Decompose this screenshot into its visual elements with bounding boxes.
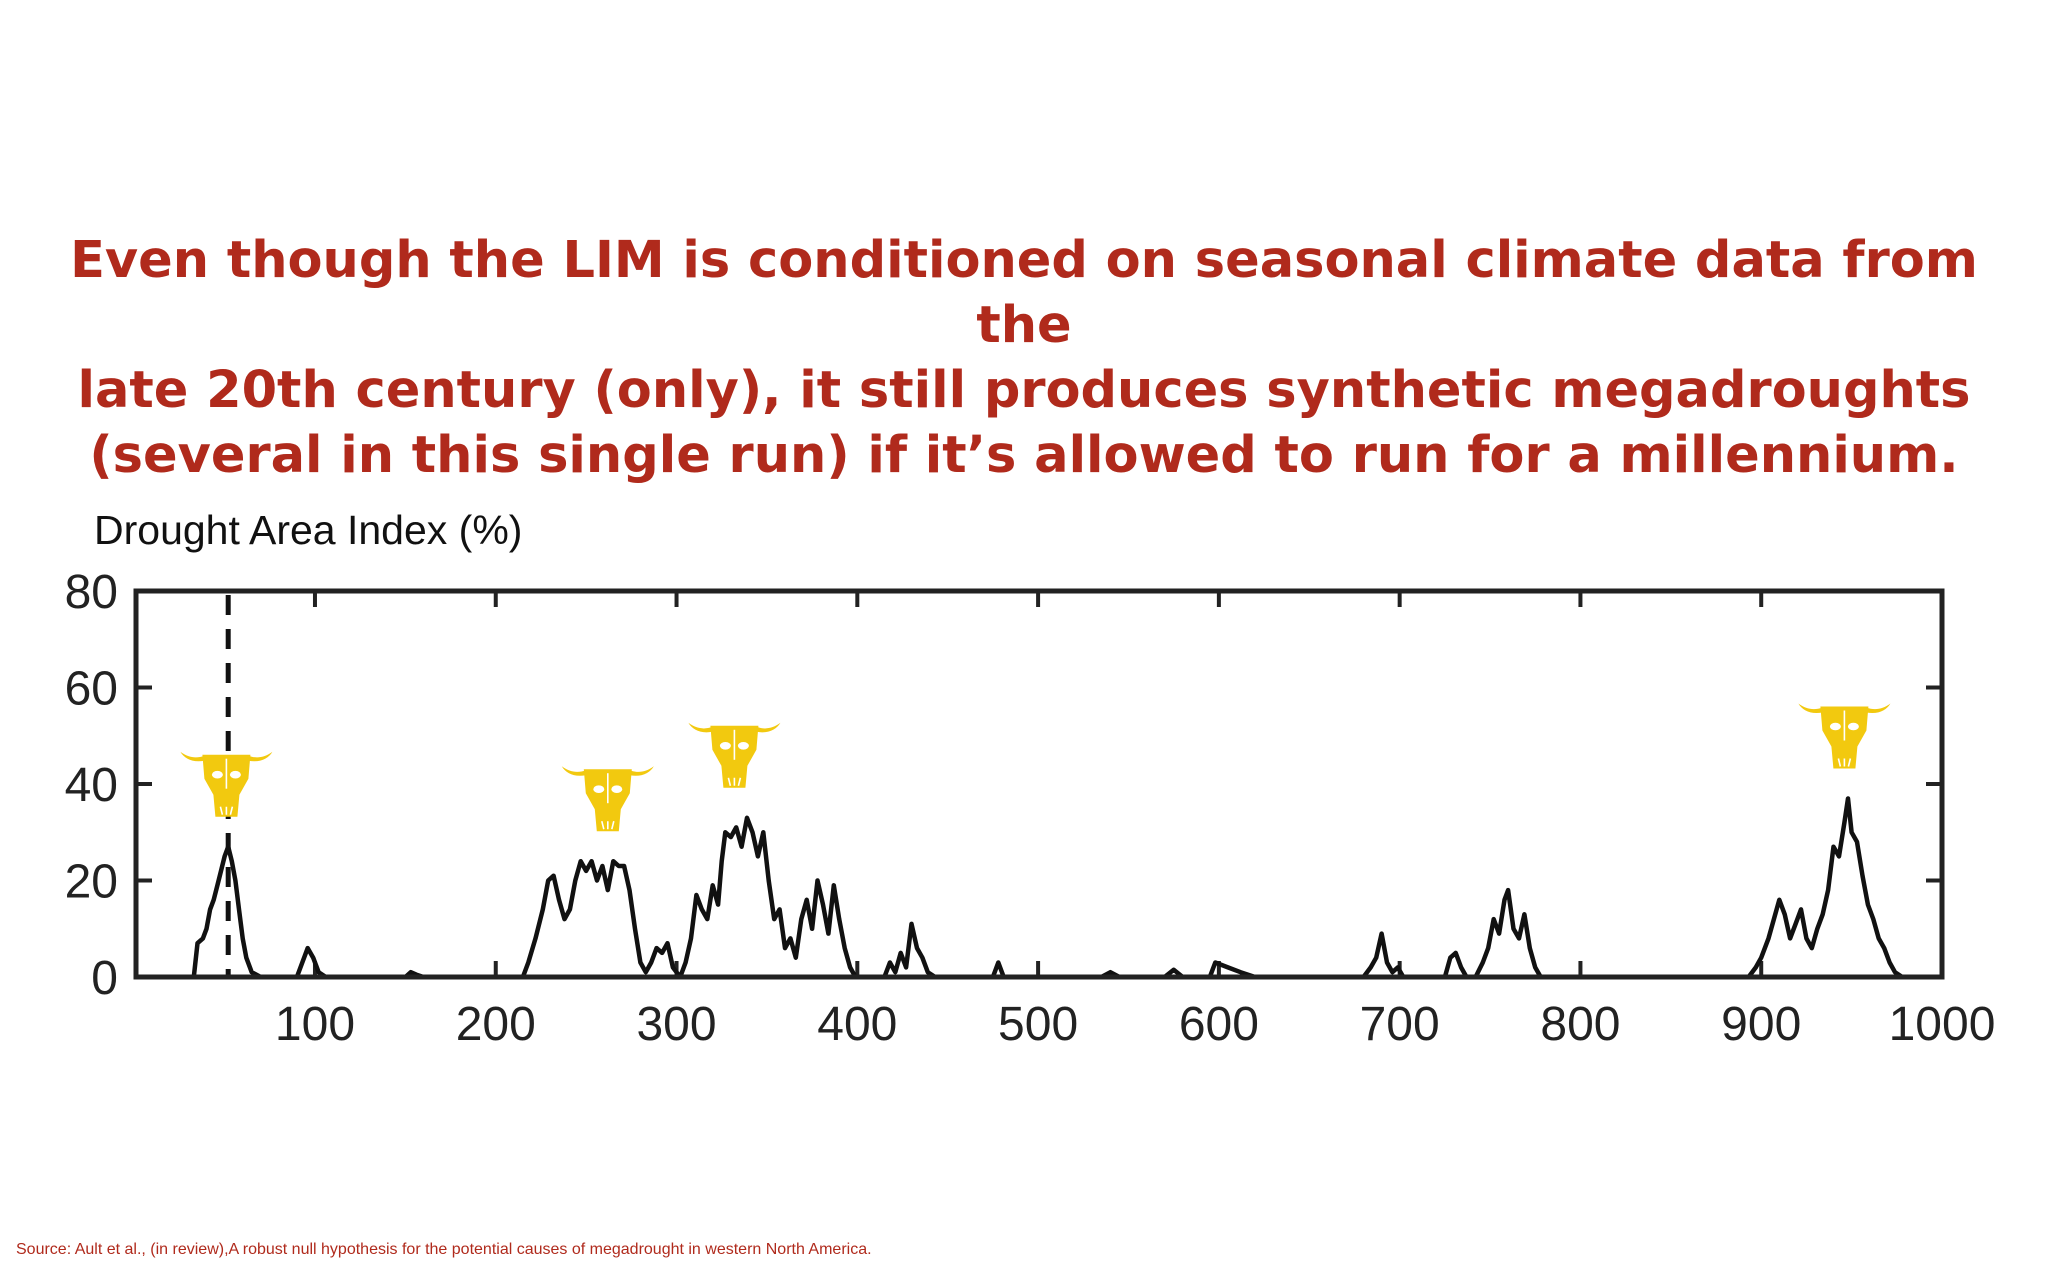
y-tick-label: 20: [65, 856, 118, 909]
x-axis-ticks: 100 200 300 400 500 600 700 800 900 1000: [275, 591, 1995, 1051]
x-tick-label: 400: [817, 998, 897, 1051]
x-tick-label: 500: [998, 998, 1078, 1051]
cow-skull-icon: [561, 766, 654, 832]
headline-line-3: (several in this single run) if it’s all…: [89, 426, 1959, 485]
slide-headline: Even though the LIM is conditioned on se…: [60, 228, 1988, 488]
x-tick-label: 100: [275, 998, 355, 1051]
y-axis-title: Drought Area Index (%): [94, 507, 522, 553]
x-tick-label: 300: [636, 998, 716, 1051]
x-tick-label: 1000: [1889, 998, 1996, 1051]
headline-line-1: Even though the LIM is conditioned on se…: [70, 231, 1978, 355]
cow-skull-icon: [180, 751, 273, 817]
cow-skull-icon: [1798, 703, 1891, 769]
source-citation: Source: Ault et al., (in review),A robus…: [16, 1241, 872, 1258]
y-tick-label: 80: [65, 566, 118, 619]
drought-area-chart: 100 200 300 400 500 600 700 800 900 1000 0 20 40 60 8…: [65, 507, 1996, 1051]
x-tick-label: 200: [456, 998, 536, 1051]
x-tick-label: 700: [1360, 998, 1440, 1051]
megadrought-markers: [180, 703, 1891, 832]
x-tick-label: 900: [1721, 998, 1801, 1051]
y-axis-ticks: 0 20 40 60 80: [65, 566, 1942, 1005]
y-tick-label: 40: [65, 759, 118, 812]
headline-line-2: late 20th century (only), it still produ…: [77, 361, 1971, 420]
plot-frame: [133, 588, 1945, 980]
drought-index-line: [134, 796, 1904, 980]
y-tick-label: 0: [91, 952, 118, 1005]
x-tick-label: 800: [1540, 998, 1620, 1051]
cow-skull-icon: [688, 722, 781, 788]
y-tick-label: 60: [65, 663, 118, 716]
x-tick-label: 600: [1179, 998, 1259, 1051]
